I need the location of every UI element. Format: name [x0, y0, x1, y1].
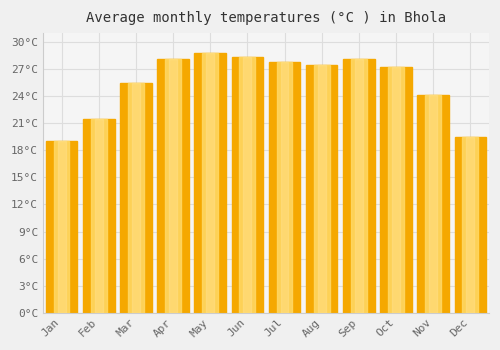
- Bar: [120, 83, 152, 313]
- Bar: [426, 96, 441, 313]
- Title: Average monthly temperatures (°C ) in Bhola: Average monthly temperatures (°C ) in Bh…: [86, 11, 446, 25]
- Bar: [194, 53, 226, 313]
- Bar: [157, 60, 189, 313]
- Bar: [202, 53, 218, 313]
- Bar: [46, 141, 78, 313]
- Bar: [169, 60, 177, 313]
- Bar: [280, 62, 288, 313]
- Bar: [95, 119, 102, 313]
- Bar: [318, 65, 326, 313]
- Bar: [54, 141, 70, 313]
- Bar: [462, 137, 478, 313]
- Bar: [165, 60, 181, 313]
- Bar: [392, 68, 400, 313]
- Bar: [418, 96, 449, 313]
- Bar: [388, 68, 404, 313]
- Bar: [132, 83, 140, 313]
- Bar: [244, 57, 252, 313]
- Bar: [454, 137, 486, 313]
- Bar: [314, 65, 330, 313]
- Bar: [466, 137, 474, 313]
- Bar: [355, 60, 363, 313]
- Bar: [351, 60, 366, 313]
- Bar: [58, 141, 66, 313]
- Bar: [276, 62, 292, 313]
- Bar: [429, 96, 437, 313]
- Bar: [232, 57, 263, 313]
- Bar: [380, 68, 412, 313]
- Bar: [343, 60, 374, 313]
- Bar: [240, 57, 255, 313]
- Bar: [128, 83, 144, 313]
- Bar: [206, 53, 214, 313]
- Bar: [91, 119, 106, 313]
- Bar: [83, 119, 114, 313]
- Bar: [268, 62, 300, 313]
- Bar: [306, 65, 338, 313]
